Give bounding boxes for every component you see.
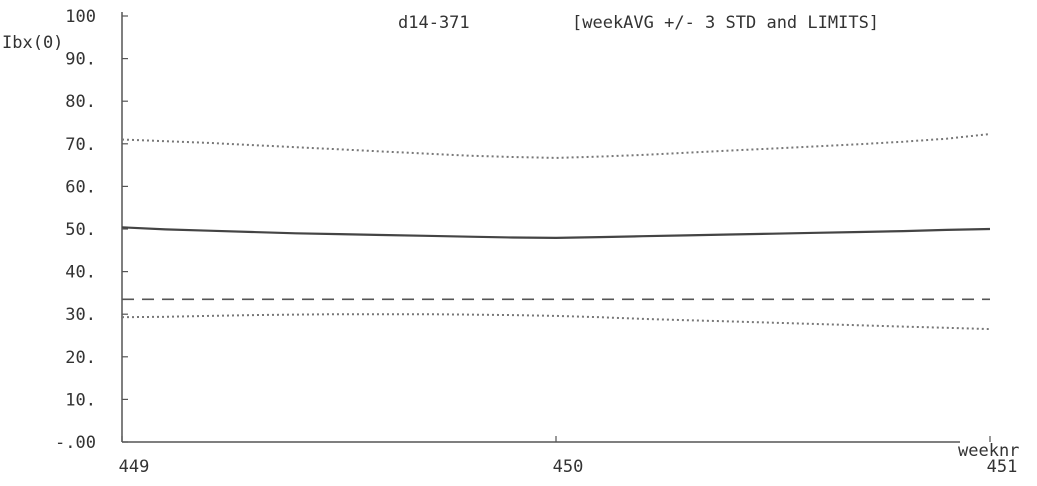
y-tick-label: 10.: [65, 390, 96, 410]
y-tick-label: 50.: [65, 220, 96, 240]
series-line-1: [121, 133, 991, 159]
y-axis-label: Ibx(0): [2, 33, 63, 53]
axes: -.00 10. 20. 30. 40. 50. 60. 70. 80. 90. 100 449 450…: [55, 7, 1017, 477]
series-line-2: [121, 226, 991, 240]
y-tick-label: 100: [65, 7, 96, 27]
chart-subtitle: [weekAVG +/- 3 STD and LIMITS]: [572, 13, 879, 33]
y-tick-label: 60.: [65, 177, 96, 197]
y-tick-label: 90.: [65, 50, 96, 70]
x-tick-label: 451: [987, 457, 1018, 477]
labels: d14-371 [weekAVG +/- 3 STD and LIMITS] I…: [2, 13, 1019, 461]
y-tick-label: 30.: [65, 305, 96, 325]
y-tick-label: 20.: [65, 348, 96, 368]
y-tick-label: 70.: [65, 135, 96, 155]
series-layer: [121, 133, 991, 331]
y-tick-label: 40.: [65, 263, 96, 283]
x-tick-label: 449: [119, 457, 150, 477]
x-tick-label: 450: [553, 457, 584, 477]
y-tick-label: -.00: [55, 433, 96, 453]
series-line-4: [121, 313, 991, 331]
x-axis-label: weeknr: [958, 441, 1019, 461]
y-tick-label: 80.: [65, 92, 96, 112]
chart-title: d14-371: [398, 13, 470, 33]
